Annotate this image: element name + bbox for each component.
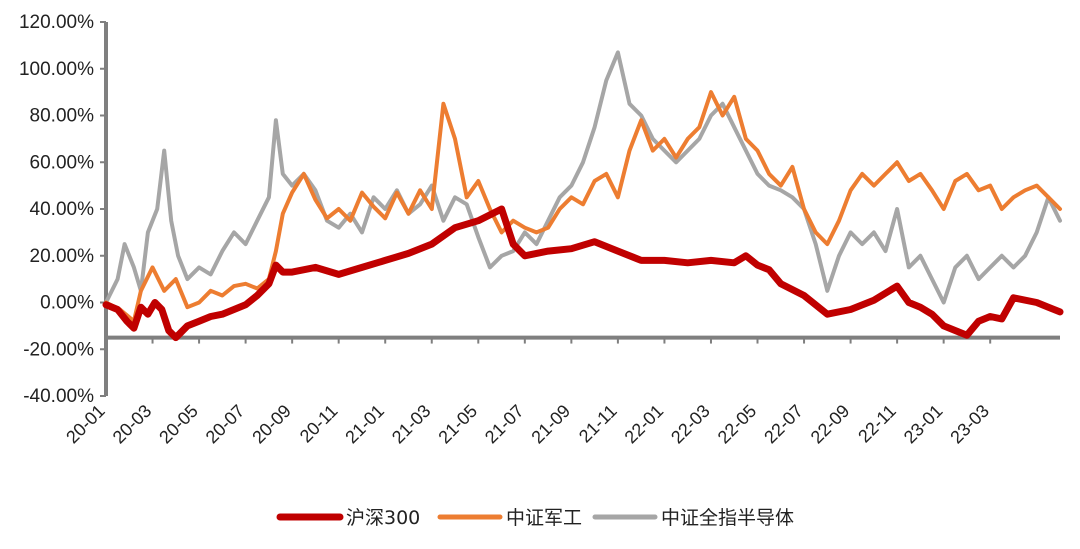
x-tick-label: 22-01 [621,401,668,448]
x-tick-label: 20-11 [296,401,342,447]
x-tick-label: 22-11 [854,401,900,447]
y-tick-label: 120.00% [19,12,94,33]
y-tick-label: 60.00% [30,152,95,173]
x-tick-label: 21-11 [575,401,621,447]
x-tick-label: 21-09 [527,401,574,448]
x-tick-group: 20-01 20-03 20-05 20-07 20-09 20-11 21-01 21-03… [62,337,993,448]
legend: 沪深300 中证军工 中证全指半导体 [276,507,794,529]
x-tick-label: 22-07 [760,401,807,448]
x-tick-label: 22-09 [807,401,854,448]
x-tick-label: 21-03 [388,401,435,448]
x-tick-label: 20-03 [109,401,156,448]
y-tick-label: -40.00% [23,386,94,407]
y-tick-label: 0.00% [40,293,94,314]
x-tick-label: 20-01 [62,401,109,448]
x-tick-label: 23-01 [900,401,947,448]
x-tick-label: 22-05 [714,401,761,448]
series-line-1 [104,90,1062,324]
legend-label-2: 中证全指半导体 [661,507,794,529]
y-tick-label: 100.00% [19,59,94,80]
x-tick-label: 21-07 [481,401,528,448]
legend-label-1: 中证军工 [506,507,582,529]
x-tick-label: 23-03 [946,401,993,448]
series-group [102,50,1064,342]
y-axis: 120.00% 100.00% 80.00% 60.00% 40.00% 20.00% 0.… [19,12,108,407]
x-tick-label: 22-03 [667,401,714,448]
x-tick-label: 21-05 [434,401,481,448]
y-tick-label: 80.00% [30,106,95,127]
x-tick-label: 20-07 [202,401,249,448]
y-tick-label: 20.00% [30,246,95,267]
x-tick-label: 20-05 [155,401,202,448]
x-tick-label: 20-09 [248,401,295,448]
x-tick-label: 21-01 [341,401,388,448]
series-line-0 [102,205,1064,342]
y-tick-label: 40.00% [30,199,95,220]
y-tick-label: -20.00% [23,339,94,360]
series-line-2 [104,50,1062,305]
x-axis: 20-01 20-03 20-05 20-07 20-09 20-11 21-01 21-03… [62,335,1060,448]
legend-label-0: 沪深300 [346,507,420,529]
y-tick-group: 120.00% 100.00% 80.00% 60.00% 40.00% 20.00% 0.… [19,12,106,407]
